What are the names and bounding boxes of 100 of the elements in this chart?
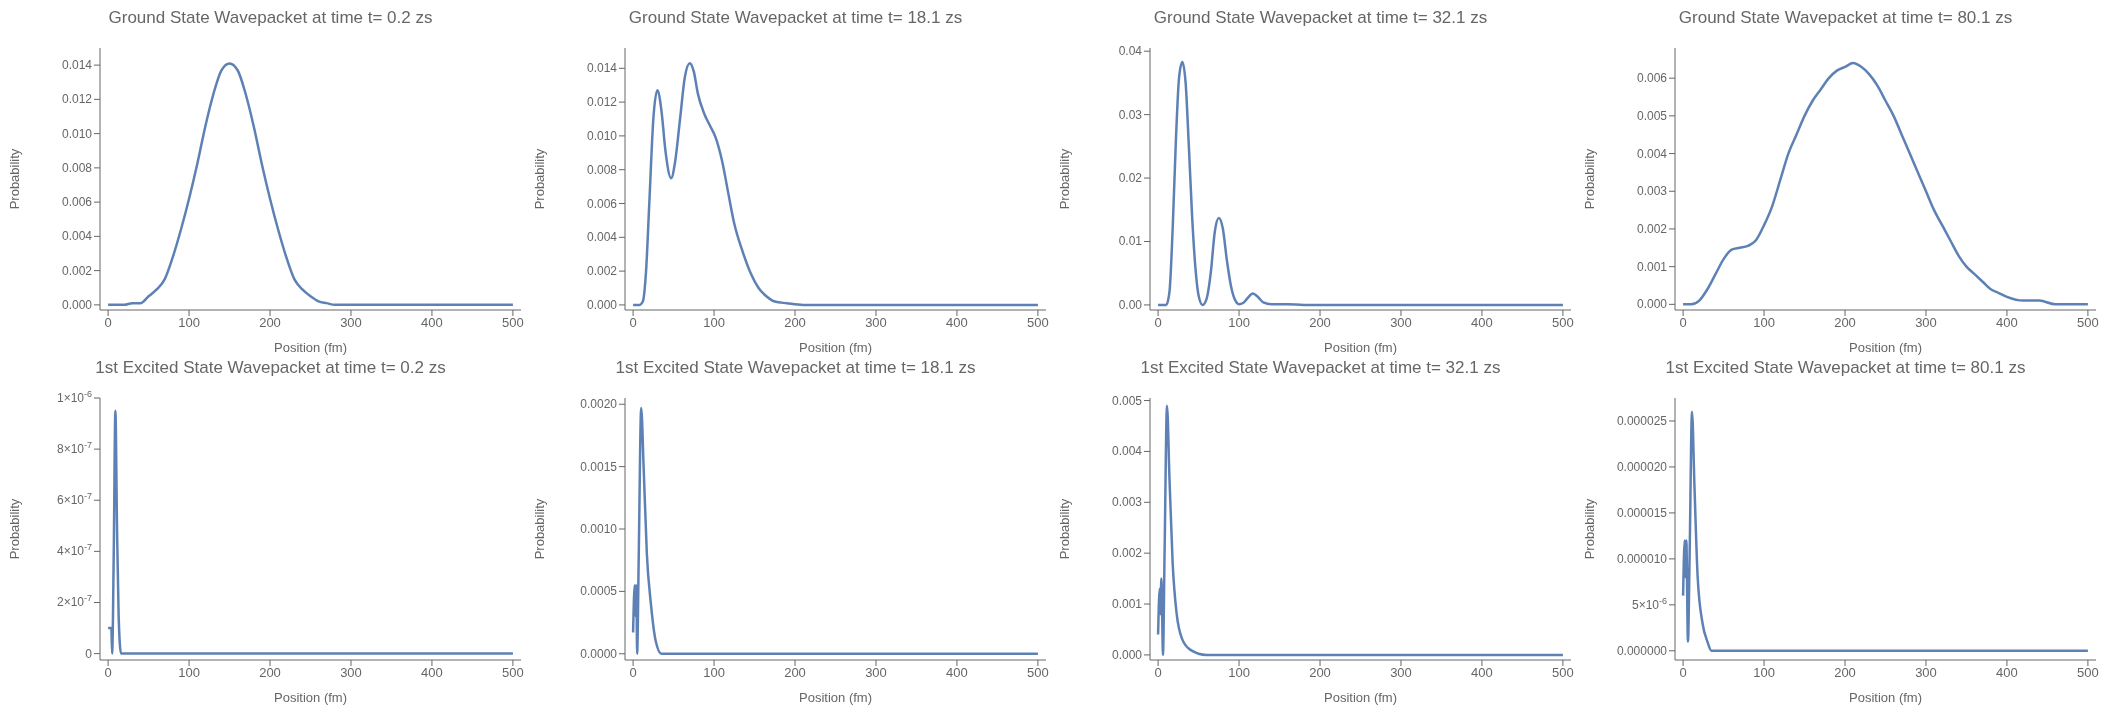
line-series (106, 409, 515, 655)
y-axis-title: Probability (6, 148, 22, 210)
x-tick-label: 0 (1679, 315, 1687, 331)
x-tick-label: 0 (629, 665, 637, 681)
line-series (106, 62, 515, 307)
y-tick-label: 0.000010 (1616, 551, 1668, 566)
y-tick-label: 2×10$^{-7}$ (56, 593, 92, 610)
y-tick-label: 0.010 (586, 128, 618, 143)
y-tick-label: 0.004 (1111, 444, 1143, 459)
x-tick-label: 200 (1834, 315, 1856, 331)
y-tick-label: 0.000 (1111, 647, 1143, 662)
x-tick-label: 0 (104, 665, 112, 681)
x-tick-label: 300 (865, 665, 887, 681)
x-tick-label: 500 (2077, 315, 2099, 331)
x-tick-label: 400 (1471, 315, 1493, 331)
y-tick-label: 0.003 (1111, 495, 1143, 510)
x-tick-label: 0 (629, 315, 637, 331)
y-tick-label: 0.02 (1118, 171, 1143, 186)
x-tick-label: 400 (421, 315, 443, 331)
chart-title: 1st Excited State Wavepacket at time t= 32.1 zs (1140, 358, 1501, 379)
x-tick-label: 400 (946, 315, 968, 331)
x-tick-label: 100 (1753, 665, 1775, 681)
y-tick-label: 0.012 (61, 92, 93, 107)
y-tick-label: 0.0020 (580, 397, 618, 412)
x-axis-title: Position (fm) (274, 690, 347, 705)
y-tick-label: 0.002 (1636, 221, 1668, 236)
x-axis-title: Position (fm) (274, 340, 347, 355)
y-tick-label: 0.010 (61, 126, 93, 141)
y-tick-label: 0.006 (61, 195, 93, 210)
y-tick-label: 0.005 (1111, 393, 1143, 408)
y-tick-label: 0.004 (586, 230, 618, 245)
x-tick-label: 400 (946, 665, 968, 681)
x-tick-label: 500 (1552, 665, 1574, 681)
y-tick-label: 4×10$^{-7}$ (56, 542, 92, 559)
y-tick-label: 0.000015 (1616, 505, 1668, 520)
y-tick-label: 0.0015 (580, 459, 618, 474)
x-tick-label: 300 (1915, 665, 1937, 681)
x-tick-label: 200 (784, 315, 806, 331)
x-tick-label: 500 (2077, 665, 2099, 681)
x-tick-label: 300 (1390, 315, 1412, 331)
y-tick-label: 0.0005 (580, 584, 618, 599)
y-tick-label: 0.01 (1118, 234, 1143, 249)
x-tick-label: 100 (703, 315, 725, 331)
y-tick-label: 0.000000 (1616, 643, 1668, 658)
x-axis-title: Position (fm) (1849, 690, 1922, 705)
x-tick-label: 200 (259, 315, 281, 331)
y-tick-label: 0.001 (1111, 597, 1143, 612)
line-series (631, 406, 1040, 656)
y-tick-label: 0.001 (1636, 259, 1668, 274)
chart-title: 1st Excited State Wavepacket at time t= 0.2 zs (95, 358, 446, 379)
y-tick-label: 0.008 (586, 162, 618, 177)
x-tick-label: 400 (1471, 665, 1493, 681)
x-tick-label: 200 (259, 665, 281, 681)
y-axis-title: Probability (6, 498, 22, 560)
x-tick-label: 300 (1390, 665, 1412, 681)
y-tick-label: 0.006 (586, 196, 618, 211)
y-tick-label: 5×10$^{-6}$ (1631, 595, 1667, 612)
chart-title: Ground State Wavepacket at time t= 32.1 zs (1153, 8, 1488, 29)
y-tick-label: 0.004 (61, 229, 93, 244)
y-axis-title: Probability (1581, 148, 1597, 210)
x-tick-label: 500 (502, 665, 524, 681)
x-tick-label: 200 (784, 665, 806, 681)
chart-title: Ground State Wavepacket at time t= 80.1 zs (1678, 8, 2013, 29)
line-series (1156, 60, 1565, 307)
x-tick-label: 100 (1228, 665, 1250, 681)
y-tick-label: 0.0010 (580, 522, 618, 536)
y-tick-label: 0.000025 (1616, 413, 1668, 428)
y-tick-label: 0.003 (1636, 184, 1668, 199)
x-tick-label: 0 (1679, 665, 1687, 681)
x-tick-label: 0 (1154, 315, 1162, 331)
y-tick-label: 0.004 (1636, 146, 1668, 161)
y-tick-label: 0.03 (1118, 107, 1143, 122)
x-tick-label: 100 (178, 315, 200, 331)
x-tick-label: 400 (421, 665, 443, 681)
line-series (1156, 404, 1565, 657)
x-axis-title: Position (fm) (1849, 340, 1922, 355)
x-tick-label: 100 (1228, 315, 1250, 331)
y-axis-title: Probability (1056, 498, 1072, 560)
x-axis-title: Position (fm) (799, 340, 872, 355)
x-tick-label: 100 (703, 665, 725, 681)
line-series (1681, 61, 2090, 306)
y-tick-label: 0.000 (586, 297, 618, 312)
y-tick-label: 0.012 (586, 95, 618, 110)
x-tick-label: 200 (1309, 665, 1331, 681)
x-tick-label: 100 (1753, 315, 1775, 331)
line-series (631, 61, 1040, 307)
y-axis-title: Probability (531, 498, 547, 560)
x-tick-label: 500 (1027, 665, 1049, 681)
line-series (1681, 410, 2090, 653)
chart-title: 1st Excited State Wavepacket at time t= 80.1 zs (1665, 358, 2026, 379)
y-tick-label: 8×10$^{-7}$ (56, 440, 92, 457)
y-tick-label: 0.002 (586, 264, 618, 279)
x-tick-label: 500 (1552, 315, 1574, 331)
x-tick-label: 100 (178, 665, 200, 681)
chart-title: 1st Excited State Wavepacket at time t= 18.1 zs (615, 358, 976, 379)
y-tick-label: 0.000 (1636, 297, 1668, 312)
y-tick-label: 0.002 (61, 263, 93, 278)
y-tick-label: 1×10$^{-6}$ (56, 389, 92, 405)
x-axis-title: Position (fm) (1324, 340, 1397, 355)
y-tick-label: 0.014 (61, 58, 93, 73)
